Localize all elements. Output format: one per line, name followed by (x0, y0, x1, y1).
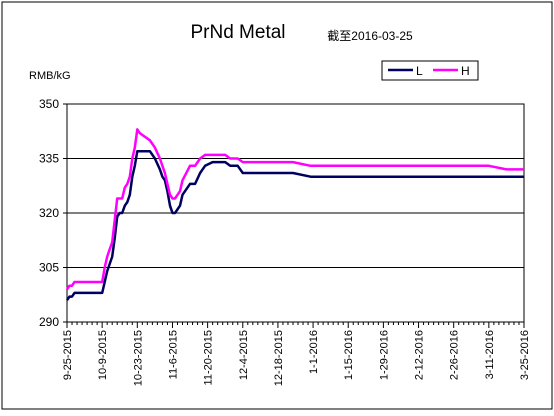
y-axis: 290 305 320 335 350 (39, 97, 67, 329)
chart-title: PrNd Metal (190, 22, 285, 43)
legend-box (381, 60, 479, 81)
x-tick-label-9: 1-29-2016 (378, 330, 390, 380)
x-tick-label-6: 12-18-2015 (273, 330, 285, 386)
y-tick-label-290: 290 (39, 315, 59, 329)
y-tick-label-320: 320 (39, 206, 59, 220)
x-tick-label-13: 3-25-2016 (519, 330, 531, 380)
y-tick-label-305: 305 (39, 261, 59, 275)
x-tick-label-7: 1-1-2016 (308, 330, 320, 374)
legend-label-l: L (416, 64, 423, 78)
grid (66, 103, 525, 323)
x-tick-label-3: 11-6-2015 (167, 330, 179, 379)
x-tick-label-12: 3-11-2016 (484, 330, 496, 379)
x-tick-label-5: 12-4-2015 (238, 330, 250, 380)
x-tick-label-10: 2-12-2016 (414, 330, 426, 380)
legend: L H (381, 60, 479, 81)
y-axis-label: RMB/kG (29, 70, 71, 82)
legend-label-h: H (461, 64, 470, 78)
y-tick-label-335: 335 (39, 152, 59, 166)
x-tick-label-8: 1-15-2016 (343, 330, 355, 380)
x-tick-label-11: 2-26-2016 (449, 330, 461, 380)
x-tick-label-1: 10-9-2015 (97, 330, 109, 380)
x-tick-label-0: 9-25-2015 (62, 330, 74, 380)
series-line-l (65, 149, 524, 301)
chart-subtitle: 截至2016-03-25 (327, 29, 413, 43)
y-tick-label-350: 350 (39, 97, 59, 111)
x-tick-label-4: 11-20-2015 (203, 330, 215, 385)
series-lines (65, 128, 524, 301)
series-line-h (65, 128, 524, 291)
x-axis: 9-25-2015 10-9-2015 10-23-2015 11-6-2015 11-… (62, 322, 531, 386)
x-tick-label-2: 10-23-2015 (132, 330, 144, 386)
